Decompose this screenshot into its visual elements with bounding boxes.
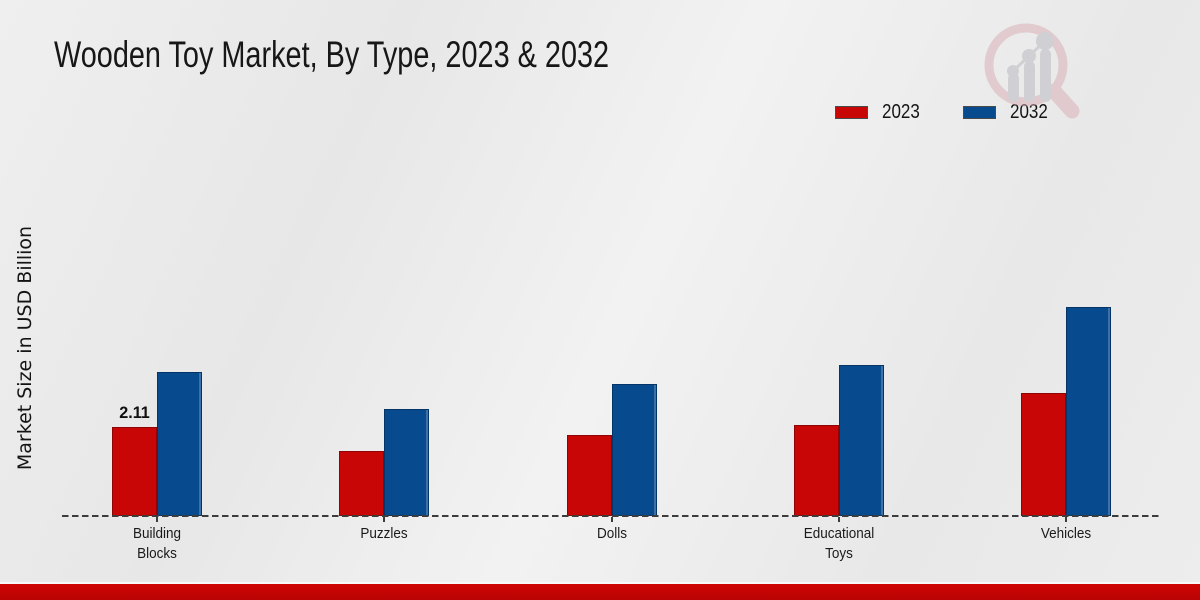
x-axis-tick xyxy=(383,517,385,522)
bar-2032-building-blocks xyxy=(157,372,202,516)
category-label-vehicles: Vehicles xyxy=(1040,525,1092,542)
bar-2023-building-blocks xyxy=(112,426,157,516)
x-axis-tick xyxy=(156,517,158,522)
category-label-educational-toys: Educational Toys xyxy=(803,525,874,562)
bar-2032-educational-toys xyxy=(838,364,884,516)
legend-label-2032: 2032 xyxy=(1009,101,1048,123)
bar-value-label: 2.11 xyxy=(119,402,150,422)
bar-2023-dolls xyxy=(566,434,612,516)
bar-2023-vehicles xyxy=(1021,392,1066,516)
category-label-building-blocks: Building Blocks xyxy=(132,525,182,562)
x-axis-tick xyxy=(610,517,613,522)
bar-2032-dolls xyxy=(611,383,657,516)
x-axis-tick xyxy=(1065,517,1067,522)
legend-label-2023: 2023 xyxy=(882,101,920,123)
x-axis-tick xyxy=(837,517,840,522)
legend-swatch-2032 xyxy=(962,106,996,119)
category-label-puzzles: Puzzles xyxy=(360,525,408,542)
legend-item-2032: 2032 xyxy=(962,101,1055,124)
footer-divider xyxy=(0,582,1200,584)
bar-2023-puzzles xyxy=(339,450,384,516)
chart-title: Wooden Toy Market, By Type, 2023 & 2032 xyxy=(54,34,610,75)
category-label-dolls: Dolls xyxy=(596,525,627,542)
bar-2032-vehicles xyxy=(1066,306,1111,516)
x-axis-baseline xyxy=(62,515,1162,517)
legend: 2023 2032 xyxy=(835,101,1054,124)
bar-2032-puzzles xyxy=(384,408,429,516)
magnifier-growth-chart-watermark-icon xyxy=(984,23,1080,119)
bar-2023-educational-toys xyxy=(793,424,839,516)
legend-item-2023: 2023 xyxy=(835,101,927,124)
legend-swatch-2023 xyxy=(835,106,868,119)
footer-brand-bar xyxy=(0,584,1200,600)
